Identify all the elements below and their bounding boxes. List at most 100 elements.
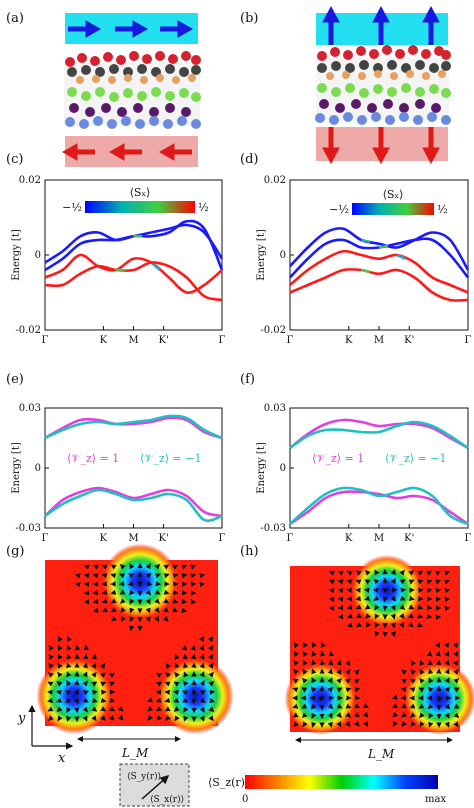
spin-vector-arrow <box>392 703 399 709</box>
spin-arrow-down <box>422 127 440 165</box>
spin-vector-arrow <box>374 631 380 638</box>
spin-vector-arrow <box>373 578 380 585</box>
spin-vector-arrow <box>428 668 434 675</box>
spin-vector-arrow <box>408 595 415 602</box>
spin-vector-arrow <box>83 573 90 579</box>
inset-bottom-label: ⟨S_x(r)⟩ <box>150 794 184 805</box>
spin-arrow-down <box>372 127 390 165</box>
x-tick-label: K <box>100 533 108 544</box>
y-tick-label: 0 <box>35 463 41 474</box>
spin-vector-arrow <box>183 715 189 722</box>
spin-vector-arrow <box>110 589 117 595</box>
spin-vector-arrow <box>145 589 152 596</box>
y-tick-label: -0.03 <box>15 523 41 534</box>
spin-vector-arrow <box>444 721 450 728</box>
spin-vector-arrow <box>163 573 170 579</box>
spin-vector-arrow <box>409 678 416 684</box>
spin-vector-arrow <box>336 668 342 675</box>
spin-vector-arrow <box>190 564 197 570</box>
axis-frame-h: L_M <box>295 737 453 761</box>
x-tick-label: Γ <box>219 533 226 544</box>
spin-vector-arrow <box>355 604 362 610</box>
spin-vector-arrow <box>172 598 179 604</box>
spin-vector-arrow <box>337 570 344 576</box>
period-label-h: L_M <box>367 747 395 761</box>
spin-vector-arrow <box>453 721 459 728</box>
spin-vector-arrow <box>190 573 197 579</box>
spin-vector-arrow <box>302 642 308 649</box>
spin-vector-arrow <box>346 613 353 619</box>
spin-vector-arrow <box>427 686 434 693</box>
band-line <box>44 253 223 294</box>
x-tick-label: K' <box>158 335 168 346</box>
spin-vector-arrow <box>355 579 362 585</box>
sx-colorbar-title: ⟨Sₓ⟩ <box>130 186 151 199</box>
spin-vector-arrow <box>293 660 299 667</box>
panel-label-f: (f) <box>240 372 255 387</box>
spin-vector-arrow <box>435 570 442 576</box>
spin-vector-arrow <box>73 698 79 705</box>
spin-vector-arrow <box>419 668 425 675</box>
spin-vector-arrow <box>310 703 317 710</box>
spin-vector-arrow <box>320 641 326 648</box>
spin-vector-arrow <box>399 569 405 576</box>
spin-vector-arrow <box>426 570 433 576</box>
spin-vector-arrow <box>453 668 459 675</box>
spin-vector-arrow <box>119 564 126 570</box>
spin-vector-arrow <box>82 680 88 687</box>
spin-vector-arrow <box>292 703 299 709</box>
x-tick-label: M <box>374 335 384 346</box>
axis-frame-g: y x L_M <box>17 704 181 766</box>
y-tick-label: 0.02 <box>264 175 286 186</box>
spin-vector-arrow <box>91 662 97 669</box>
spin-vector-arrow <box>311 642 317 649</box>
spin-vector-arrow <box>435 587 442 594</box>
spin-vector-arrow <box>373 595 380 601</box>
spin-vector-arrow <box>453 703 460 709</box>
spin-vector-arrow <box>109 706 116 712</box>
spin-vector-arrow <box>444 668 450 675</box>
spin-vector-arrow <box>437 695 443 702</box>
spin-vector-arrow <box>318 696 325 702</box>
x-tick-label: M <box>374 533 384 544</box>
spin-vector-arrow <box>365 621 371 628</box>
spin-arrow-left <box>61 143 95 161</box>
legend-valley-plus: ⟨𝒱_z⟩ = 1 <box>67 452 119 465</box>
spin-vector-arrow <box>346 570 353 576</box>
spin-vector-arrow <box>163 589 170 595</box>
spin-vector-arrow <box>401 720 407 727</box>
spin-vector-arrow <box>110 598 117 604</box>
spin-vector-arrow <box>101 589 108 596</box>
spin-vector-arrow <box>374 613 380 620</box>
spin-vector-arrow <box>82 671 88 678</box>
spin-vector-arrow <box>48 654 54 661</box>
spin-vector-arrow <box>452 642 459 649</box>
spin-vector-arrow <box>208 671 214 678</box>
legend-valley-plus: ⟨𝒱_z⟩ = 1 <box>312 452 364 465</box>
spin-vector-arrow <box>199 715 205 722</box>
spin-arrows-top-b <box>322 5 440 45</box>
spin-vector-arrow <box>154 598 160 604</box>
spin-vector-arrow <box>92 573 99 579</box>
spin-vector-arrow <box>129 563 135 570</box>
spin-vector-arrow <box>154 615 160 622</box>
spin-vector-arrow <box>199 680 205 687</box>
spin-vector-arrow <box>209 689 216 696</box>
spin-vector-arrow <box>145 563 151 570</box>
spin-vector-arrow <box>66 662 72 669</box>
spin-vector-arrow <box>444 579 451 585</box>
sx-colorbar-min: −½ <box>329 203 349 216</box>
spin-arrow-up <box>422 5 440 45</box>
spin-vector-arrow <box>108 714 115 721</box>
band-line <box>44 223 224 264</box>
panel-label-e: (e) <box>6 372 24 387</box>
spin-vector-arrow <box>91 653 97 660</box>
spin-arrow-left <box>108 143 142 161</box>
spin-vector-arrow <box>319 704 325 711</box>
spin-vector-arrow <box>336 703 343 709</box>
band-spin-segment <box>396 253 407 260</box>
spin-vector-arrow <box>119 573 126 579</box>
spin-vector-arrow <box>408 570 415 576</box>
